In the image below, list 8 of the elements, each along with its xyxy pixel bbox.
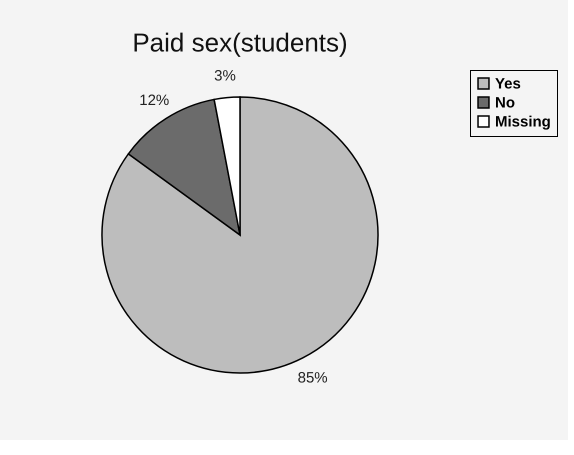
legend-label: Yes: [495, 76, 521, 92]
chart-title: Paid sex(students): [132, 28, 348, 58]
data-label: 3%: [214, 68, 236, 85]
data-label: 85%: [298, 370, 328, 387]
legend-label: Missing: [495, 114, 551, 130]
pie-slice: [101, 96, 379, 374]
data-label: 12%: [139, 92, 170, 109]
legend-label: No: [495, 94, 515, 112]
